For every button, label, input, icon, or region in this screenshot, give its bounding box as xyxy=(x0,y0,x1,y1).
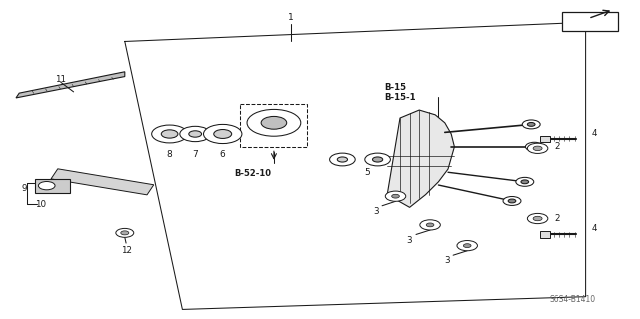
Text: 6: 6 xyxy=(220,150,225,159)
Text: 12: 12 xyxy=(120,246,132,255)
Circle shape xyxy=(516,177,534,186)
Circle shape xyxy=(372,157,383,162)
Circle shape xyxy=(204,124,242,144)
Circle shape xyxy=(121,231,129,235)
Circle shape xyxy=(247,109,301,136)
Text: 4: 4 xyxy=(591,129,596,137)
Text: 3: 3 xyxy=(373,207,378,216)
Circle shape xyxy=(521,180,529,184)
Text: 9: 9 xyxy=(22,184,27,193)
Bar xyxy=(562,12,618,31)
Circle shape xyxy=(525,142,543,151)
Polygon shape xyxy=(387,110,454,207)
Circle shape xyxy=(503,197,521,205)
Text: 2: 2 xyxy=(554,142,559,151)
Circle shape xyxy=(522,120,540,129)
Circle shape xyxy=(261,116,287,129)
Text: FR.: FR. xyxy=(566,15,586,25)
Circle shape xyxy=(420,220,440,230)
Polygon shape xyxy=(51,169,154,195)
Text: S6S4-B1410: S6S4-B1410 xyxy=(550,295,596,304)
Circle shape xyxy=(116,228,134,237)
Text: 4: 4 xyxy=(591,224,596,233)
Circle shape xyxy=(533,216,542,221)
Circle shape xyxy=(180,126,211,142)
Text: B-15-1: B-15-1 xyxy=(384,93,415,102)
Text: 10: 10 xyxy=(35,200,46,209)
Text: B-15: B-15 xyxy=(384,83,406,92)
Bar xyxy=(540,136,550,142)
Circle shape xyxy=(527,122,535,126)
Circle shape xyxy=(527,143,548,153)
Circle shape xyxy=(330,153,355,166)
Text: 1: 1 xyxy=(289,13,294,22)
Circle shape xyxy=(392,194,399,198)
Circle shape xyxy=(161,130,178,138)
Text: 7: 7 xyxy=(193,150,198,159)
Circle shape xyxy=(533,146,542,151)
Text: 8: 8 xyxy=(167,150,172,159)
Circle shape xyxy=(189,131,202,137)
Text: 2: 2 xyxy=(554,214,559,223)
Circle shape xyxy=(38,182,55,190)
Circle shape xyxy=(463,244,471,248)
Circle shape xyxy=(527,213,548,224)
Bar xyxy=(540,231,550,238)
Circle shape xyxy=(214,130,232,138)
Text: 3: 3 xyxy=(407,236,412,245)
Circle shape xyxy=(531,145,538,149)
Text: 3: 3 xyxy=(444,256,449,265)
Text: B-52-10: B-52-10 xyxy=(234,169,271,178)
Text: 5: 5 xyxy=(365,168,370,177)
Circle shape xyxy=(508,199,516,203)
Bar xyxy=(35,179,70,193)
Bar xyxy=(240,104,307,147)
Polygon shape xyxy=(16,72,125,98)
Text: 11: 11 xyxy=(55,75,67,84)
Circle shape xyxy=(426,223,434,227)
Circle shape xyxy=(457,241,477,251)
Circle shape xyxy=(365,153,390,166)
Circle shape xyxy=(385,191,406,201)
Circle shape xyxy=(152,125,188,143)
Circle shape xyxy=(337,157,348,162)
